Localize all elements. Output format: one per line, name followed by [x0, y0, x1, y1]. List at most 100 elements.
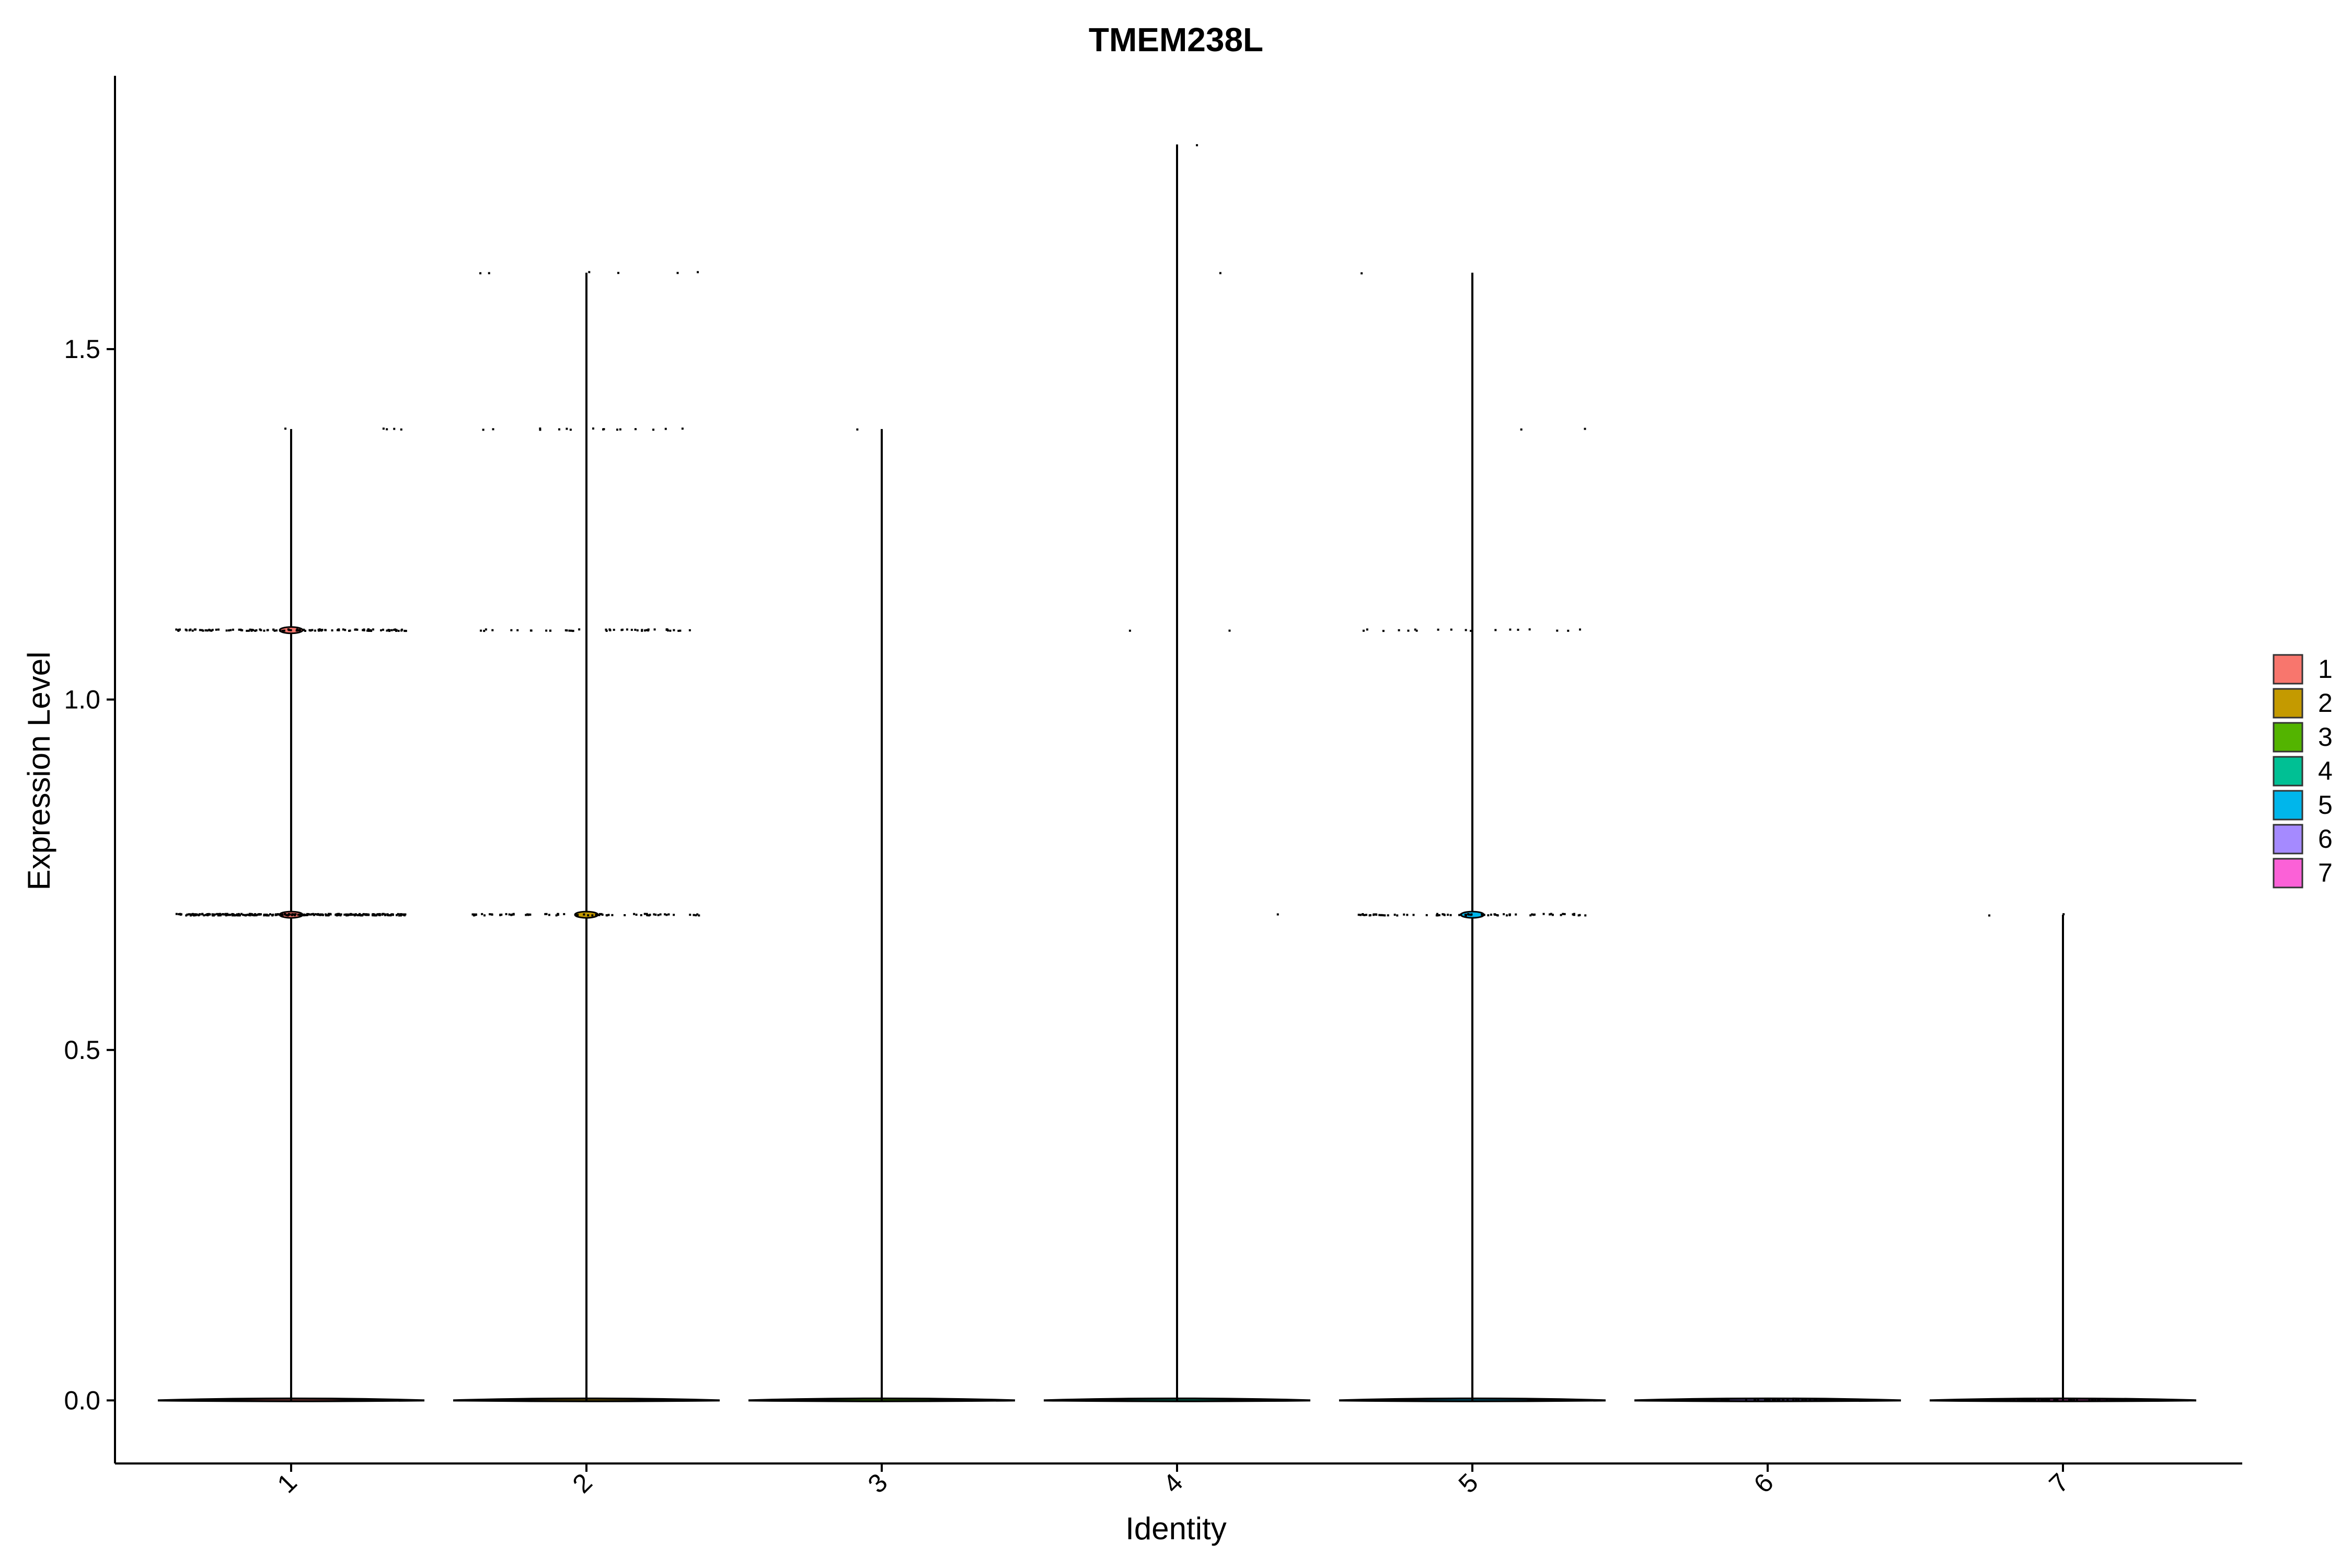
data-point: [180, 913, 182, 916]
data-point: [1494, 629, 1497, 631]
data-point: [1219, 272, 1221, 274]
data-point: [289, 913, 291, 916]
data-point: [353, 914, 356, 917]
data-point: [238, 628, 240, 631]
data-point: [475, 913, 477, 916]
data-point: [2062, 913, 2065, 916]
data-point: [578, 628, 581, 631]
data-point: [1383, 914, 1386, 917]
data-point: [2056, 1399, 2058, 1402]
data-point: [225, 629, 228, 632]
data-point: [1560, 914, 1562, 916]
data-point: [1795, 1399, 1797, 1402]
data-point: [399, 914, 402, 917]
data-point: [1757, 1399, 1759, 1402]
data-point: [1366, 628, 1368, 631]
data-point: [1442, 913, 1444, 916]
data-point: [2068, 1399, 2071, 1402]
data-point: [1702, 1399, 1705, 1402]
data-point: [1584, 914, 1587, 917]
data-point: [405, 630, 407, 632]
data-point: [189, 628, 192, 631]
data-point: [1449, 914, 1452, 916]
data-point: [272, 628, 275, 631]
data-point: [309, 913, 312, 916]
data-point: [229, 914, 232, 916]
data-point: [643, 913, 646, 915]
data-point: [526, 913, 529, 916]
data-point: [299, 629, 302, 632]
data-point: [1839, 1399, 1842, 1402]
data-point: [616, 429, 619, 431]
data-point: [1754, 1399, 1756, 1402]
data-point: [1991, 1399, 1994, 1402]
data-point: [204, 914, 207, 916]
data-point: [370, 630, 373, 632]
data-point: [345, 913, 348, 916]
data-point: [626, 628, 628, 631]
data-point: [609, 629, 612, 631]
data-point: [2178, 1399, 2181, 1402]
data-point: [347, 914, 349, 917]
data-point: [1470, 913, 1473, 916]
data-point: [676, 272, 679, 274]
data-point: [508, 913, 511, 916]
data-point: [648, 914, 650, 917]
data-point: [257, 913, 259, 916]
data-point: [243, 914, 246, 916]
data-point: [1959, 1399, 1962, 1402]
data-point: [273, 629, 276, 632]
data-point: [390, 913, 393, 916]
data-point: [222, 913, 224, 915]
data-point: [2088, 1399, 2091, 1402]
data-point: [1661, 1399, 1663, 1402]
data-point: [2069, 1399, 2072, 1402]
data-point: [279, 914, 282, 916]
data-point: [1964, 1399, 1966, 1402]
data-point: [1647, 1399, 1650, 1402]
data-point: [237, 913, 240, 915]
data-point: [1720, 1399, 1723, 1402]
x-axis: 1 2 3 4 5 6 7: [115, 1462, 2242, 1498]
x-tick-label: 2: [567, 1468, 598, 1498]
data-point: [483, 630, 486, 632]
data-point: [175, 628, 178, 631]
data-point: [1853, 1399, 1856, 1402]
data-point: [260, 629, 262, 631]
data-point: [314, 629, 316, 632]
data-point: [319, 914, 321, 916]
data-point: [1458, 914, 1461, 916]
data-point: [393, 629, 396, 631]
data-point: [479, 272, 482, 274]
violin-group-7: [1929, 913, 2197, 1402]
data-point: [1414, 628, 1416, 631]
data-point: [617, 272, 620, 274]
data-point: [1361, 272, 1363, 274]
data-point: [664, 428, 667, 430]
data-point: [677, 629, 680, 632]
data-point: [284, 428, 287, 430]
data-point: [558, 428, 560, 431]
data-point: [566, 428, 568, 430]
data-point: [673, 914, 675, 916]
data-point: [240, 913, 243, 915]
data-point: [1549, 913, 1551, 916]
data-point: [266, 629, 269, 631]
data-point: [2070, 1399, 2073, 1402]
data-point: [659, 913, 662, 916]
data-point: [545, 913, 548, 915]
data-point: [2023, 1399, 2025, 1402]
data-point: [1196, 144, 1198, 146]
data-point: [190, 914, 192, 916]
data-point: [1858, 1399, 1860, 1402]
data-point: [1467, 913, 1470, 915]
legend-label-2: 2: [2318, 688, 2333, 718]
legend-key-1: [2273, 654, 2303, 685]
data-point: [1436, 914, 1439, 917]
data-point: [2175, 1399, 2177, 1402]
data-point: [624, 914, 626, 916]
violin-group-2: [453, 271, 720, 1402]
data-point: [331, 629, 333, 632]
data-point: [201, 629, 203, 631]
data-point: [402, 913, 405, 916]
